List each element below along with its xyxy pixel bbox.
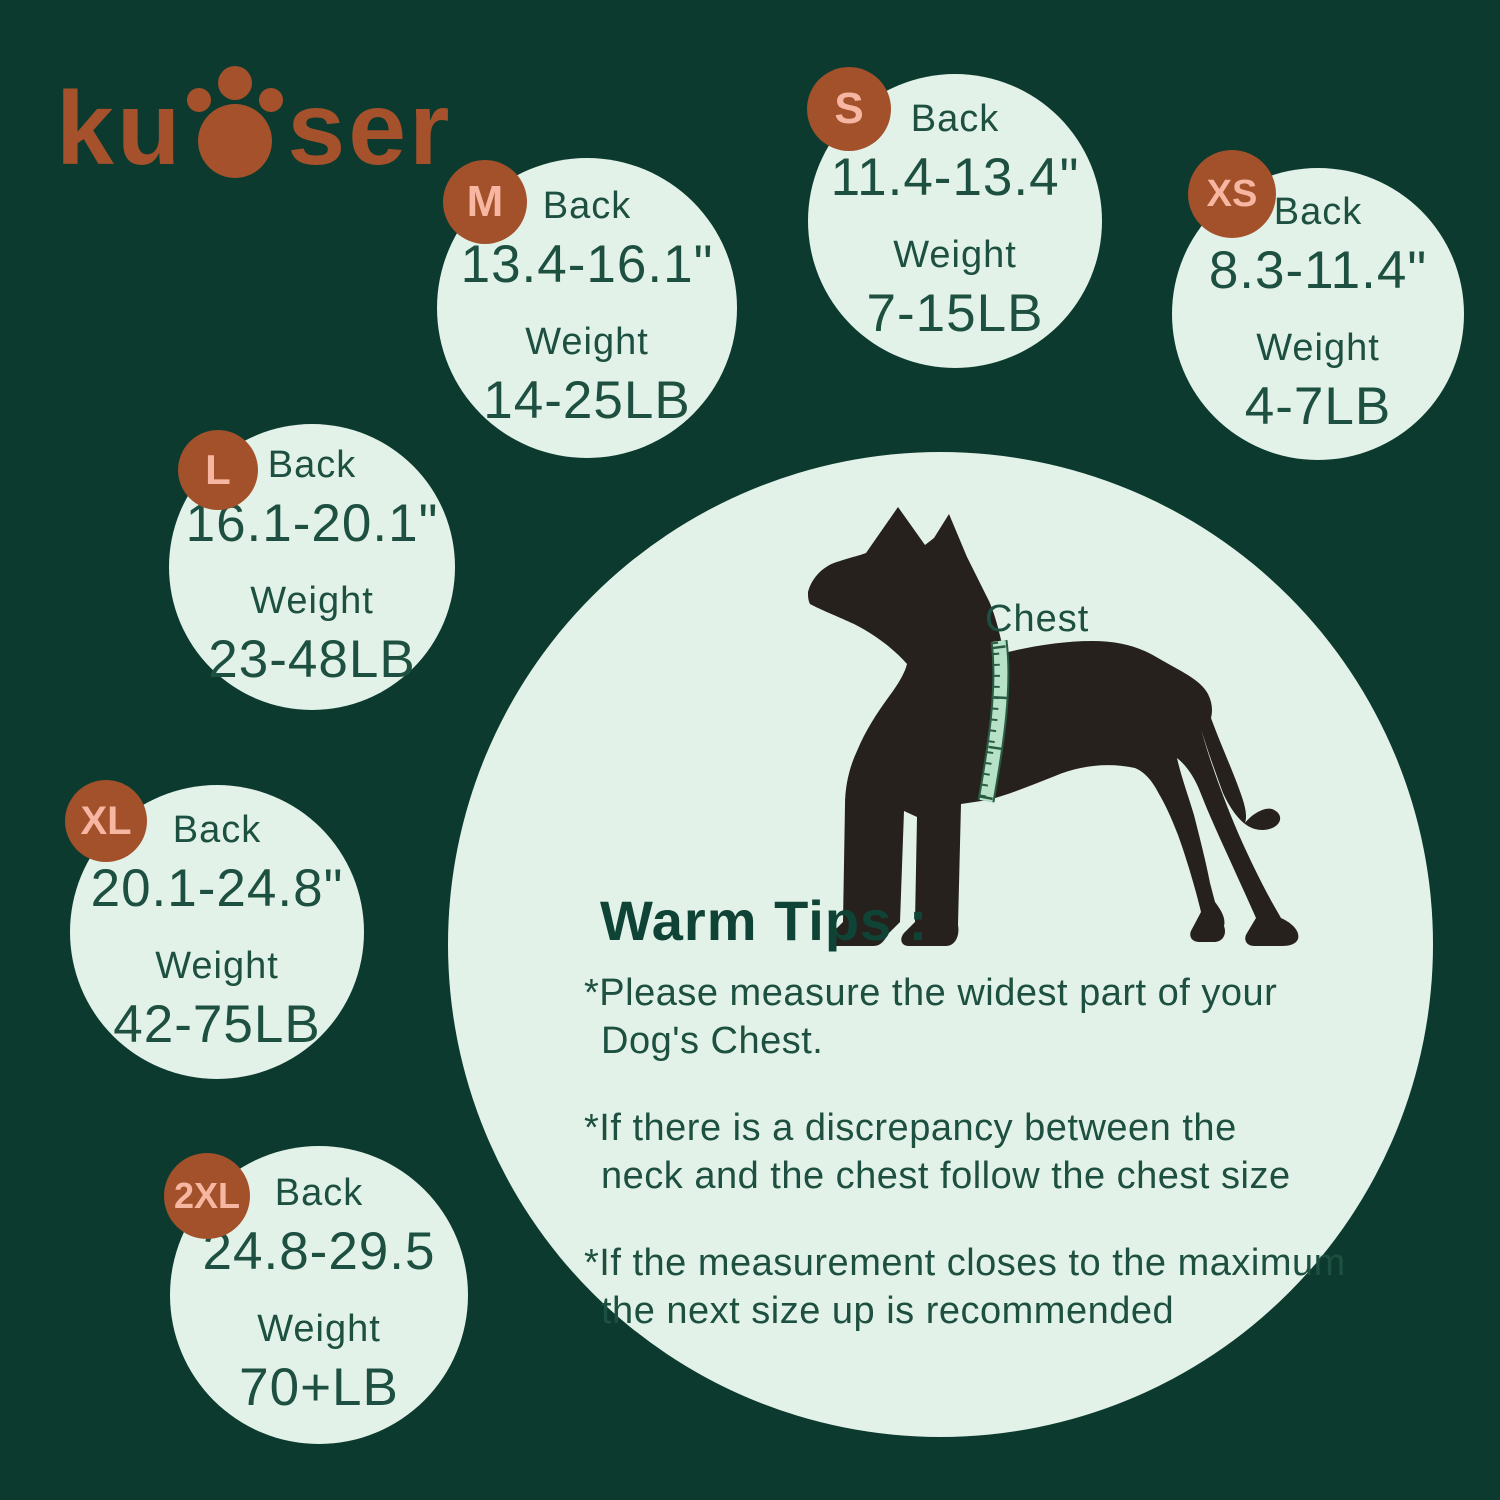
weight-label: Weight (893, 234, 1017, 276)
size-circle-s: S Back 11.4-13.4" Weight 7-15LB (807, 67, 1102, 368)
tip-line: *If there is a discrepancy between the (584, 1107, 1237, 1149)
brand-logo: ku ser (56, 66, 453, 188)
tip-line: *If the measurement closes to the maximu… (584, 1242, 1346, 1284)
back-label: Back (172, 809, 262, 851)
size-circle-2xl: 2XL Back 24.8-29.5 Weight 70+LB (164, 1146, 468, 1444)
tip-line: the next size up is recommended (601, 1289, 1175, 1332)
weight-range: 23-48LB (208, 630, 416, 689)
back-label: Back (1273, 191, 1363, 233)
size-code: 2XL (173, 1175, 241, 1216)
weight-label: Weight (250, 580, 374, 622)
weight-label: Weight (1256, 327, 1380, 369)
tip-line: neck and the chest follow the chest size (601, 1154, 1291, 1197)
back-label: Back (267, 444, 357, 486)
weight-range: 7-15LB (866, 284, 1044, 343)
size-code: XL (80, 798, 132, 843)
weight-label: Weight (257, 1308, 381, 1350)
back-range: 24.8-29.5 (202, 1222, 436, 1281)
tip-item: *Please measure the widest part of your … (584, 970, 1354, 1065)
weight-range: 70+LB (239, 1358, 399, 1417)
warm-tips-list: *Please measure the widest part of your … (584, 970, 1354, 1375)
back-label: Back (542, 185, 632, 227)
weight-range: 42-75LB (113, 995, 321, 1054)
back-label: Back (910, 98, 1000, 140)
size-badge-s: S (807, 67, 891, 151)
tip-line: Dog's Chest. (601, 1019, 824, 1062)
weight-label: Weight (155, 945, 279, 987)
weight-range: 14-25LB (483, 371, 691, 430)
size-code: M (466, 177, 504, 226)
size-badge-2xl: 2XL (164, 1153, 250, 1239)
dog-silhouette-diagram (808, 507, 1299, 946)
size-code: L (205, 446, 231, 493)
size-badge-l: L (178, 430, 258, 510)
back-range: 13.4-16.1" (460, 235, 714, 294)
back-label: Back (274, 1172, 364, 1214)
logo-text-suffix: ser (287, 71, 453, 188)
size-badge-xl: XL (65, 780, 147, 862)
size-circle-xl: XL Back 20.1-24.8" Weight 42-75LB (65, 780, 364, 1079)
size-circle-l: L Back 16.1-20.1" Weight 23-48LB (169, 424, 455, 710)
tip-item: *If there is a discrepancy between the n… (584, 1105, 1354, 1200)
weight-label: Weight (525, 321, 649, 363)
size-badge-xs: XS (1188, 150, 1276, 238)
weight-range: 4-7LB (1244, 377, 1392, 436)
dog-silhouette (808, 507, 1299, 946)
logo-text-prefix: ku (56, 71, 184, 188)
chest-label: Chest (985, 598, 1090, 640)
size-circle-xs: XS Back 8.3-11.4" Weight 4-7LB (1172, 150, 1464, 460)
paw-icon (187, 66, 284, 178)
back-range: 20.1-24.8" (90, 859, 344, 918)
size-circle-m: M Back 13.4-16.1" Weight 14-25LB (437, 158, 737, 458)
back-range: 11.4-13.4" (830, 148, 1080, 207)
size-badge-m: M (443, 160, 527, 244)
tip-item: *If the measurement closes to the maximu… (584, 1240, 1354, 1335)
size-code: S (834, 84, 864, 133)
tip-line: *Please measure the widest part of your (584, 972, 1278, 1014)
warm-tips-title: Warm Tips : (600, 889, 929, 952)
measuring-tape-icon (977, 639, 1010, 803)
back-range: 8.3-11.4" (1208, 241, 1428, 300)
size-code: XS (1206, 172, 1258, 215)
